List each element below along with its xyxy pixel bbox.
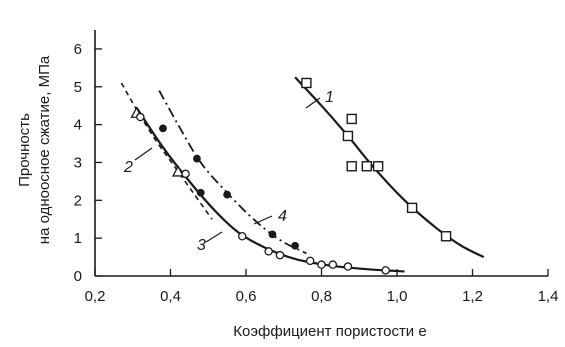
y-tick-label-6: 6 <box>74 41 82 58</box>
point-series-3-4 <box>275 250 285 260</box>
point-series-4-1 <box>193 154 201 163</box>
y-tick-label-1: 1 <box>74 230 82 247</box>
point-series-1-7 <box>440 231 452 242</box>
curve-labels: 1 2 3 4 <box>123 89 334 254</box>
leader-line-2 <box>134 147 153 161</box>
x-tick-label-3: 0,8 <box>311 288 332 305</box>
y-axis-title-line1: Прочность <box>16 113 33 187</box>
point-series-3-3 <box>264 247 273 256</box>
point-series-1-3 <box>346 161 357 172</box>
curve-series-3 <box>135 106 405 273</box>
y-tick-label-0: 0 <box>74 268 82 285</box>
point-series-1-1 <box>342 130 354 142</box>
curve-label-2: 2 <box>123 159 133 176</box>
point-series-3-1 <box>181 169 190 179</box>
y-tick-label-3: 3 <box>74 154 82 171</box>
y-tick-label-5: 5 <box>74 79 82 96</box>
point-series-1-0 <box>301 77 312 89</box>
curve-label-3: 3 <box>197 237 206 254</box>
x-tick-label-5: 1,2 <box>462 288 483 305</box>
curve-series-1 <box>294 76 485 259</box>
x-tick-label-6: 1,4 <box>538 288 559 305</box>
point-series-3-8 <box>343 262 353 271</box>
leader-line-4 <box>253 215 273 225</box>
point-series-3-6 <box>317 260 326 269</box>
x-tick-label-2: 0,6 <box>236 288 257 305</box>
y-axis-title-line2: на одноосное сжатие, МПа <box>36 55 53 244</box>
point-series-3-0 <box>136 112 145 122</box>
point-series-3-2 <box>237 232 247 241</box>
point-series-4-2 <box>196 188 205 197</box>
point-series-3-7 <box>328 260 338 269</box>
x-tick-label-4: 1,0 <box>387 288 408 305</box>
point-series-4-3 <box>223 190 232 199</box>
ticks: 0,2 0,4 0,6 0,8 1,0 1,2 1,4 0 1 2 3 4 5 6 <box>74 41 559 305</box>
point-series-2-1 <box>171 165 185 177</box>
point-series-1-4 <box>361 161 372 172</box>
x-tick-label-1: 0,4 <box>160 288 181 305</box>
y-tick-label-4: 4 <box>74 117 82 134</box>
point-series-4-5 <box>291 241 299 250</box>
curve-series-2 <box>120 82 213 220</box>
point-series-1-6 <box>406 202 418 214</box>
x-axis-title: Коэффициент пористости e <box>233 323 426 340</box>
points <box>130 77 452 275</box>
point-series-1-2 <box>346 113 357 125</box>
point-series-4-0 <box>159 124 167 133</box>
axes <box>94 30 548 277</box>
point-series-4-4 <box>268 230 277 239</box>
x-tick-label-0: 0,2 <box>85 288 106 305</box>
point-series-1-5 <box>372 161 384 172</box>
point-series-3-5 <box>305 256 315 266</box>
leader-line-3 <box>205 231 223 243</box>
curve-label-4: 4 <box>278 208 287 225</box>
y-tick-label-2: 2 <box>74 192 82 209</box>
curve-label-1: 1 <box>325 89 334 106</box>
point-series-3-9 <box>381 266 390 275</box>
leader-line-1 <box>305 97 321 109</box>
